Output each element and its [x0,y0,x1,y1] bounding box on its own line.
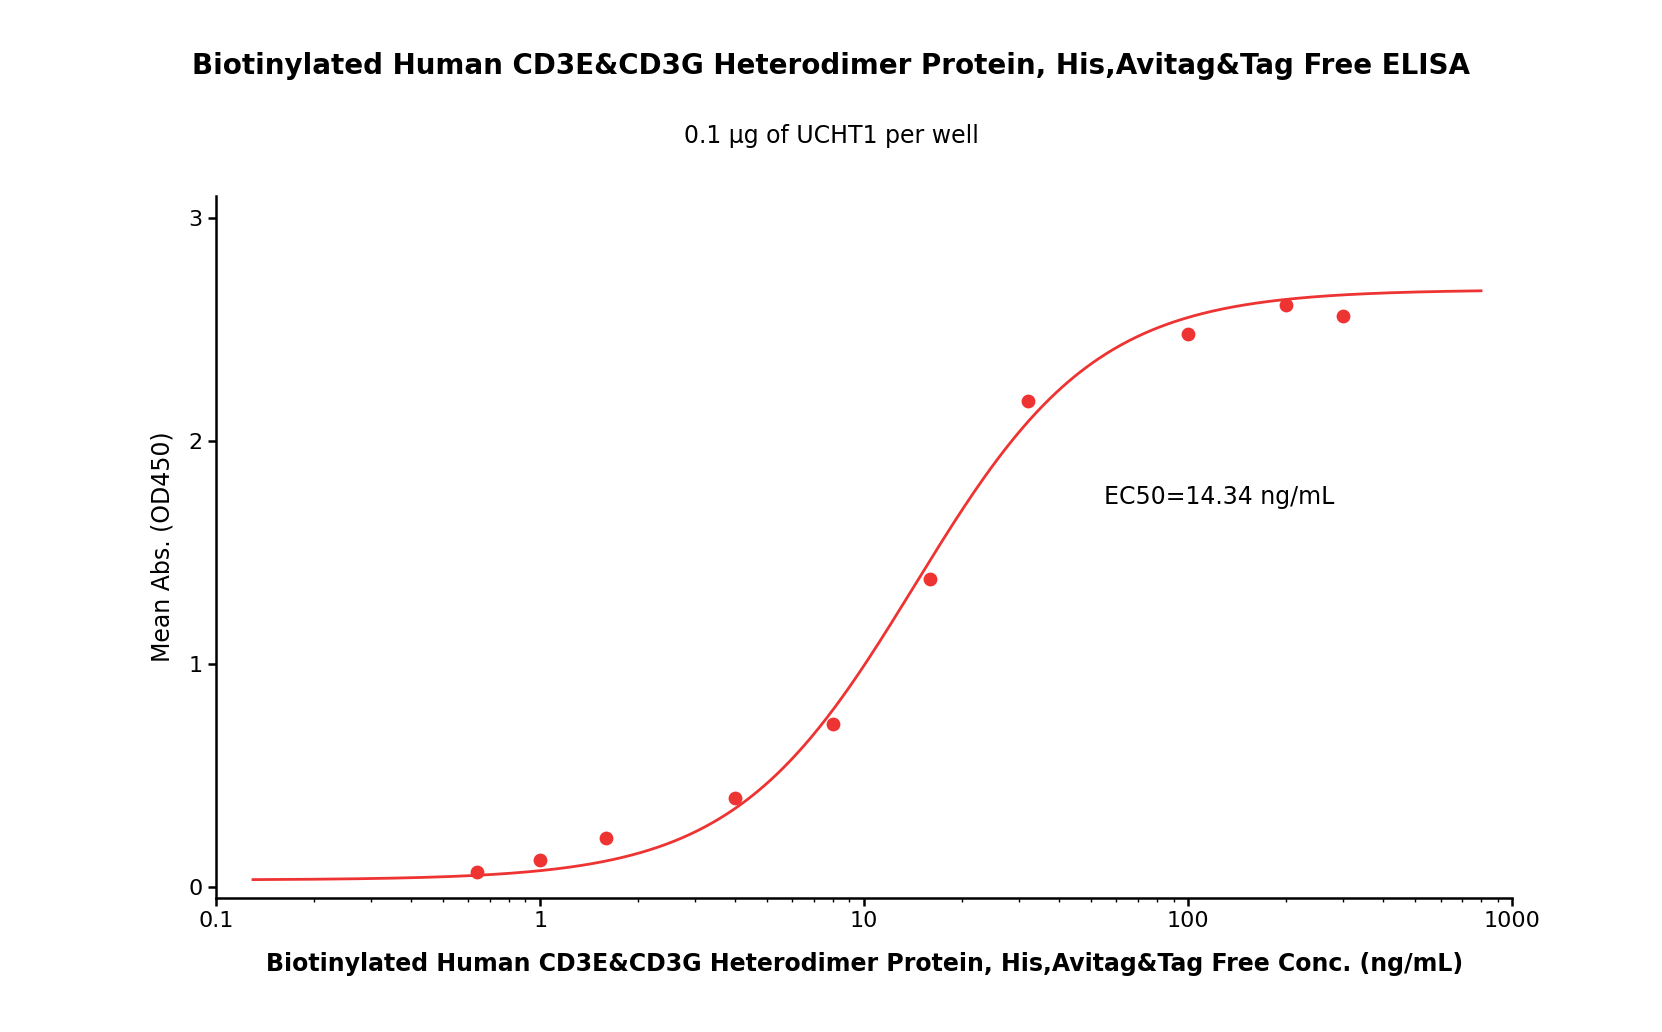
Text: 0.1 μg of UCHT1 per well: 0.1 μg of UCHT1 per well [683,124,979,148]
Text: EC50=14.34 ng/mL: EC50=14.34 ng/mL [1104,485,1335,509]
Text: Biotinylated Human CD3E&CD3G Heterodimer Protein, His,Avitag&Tag Free ELISA: Biotinylated Human CD3E&CD3G Heterodimer… [193,52,1469,79]
Point [721,789,748,806]
Point [593,830,620,846]
Point [917,571,944,587]
Point [1330,309,1356,325]
X-axis label: Biotinylated Human CD3E&CD3G Heterodimer Protein, His,Avitag&Tag Free Conc. (ng/: Biotinylated Human CD3E&CD3G Heterodimer… [266,952,1463,976]
Point [464,864,490,880]
Point [527,851,553,868]
Point [1273,297,1300,314]
Point [1015,393,1042,410]
Y-axis label: Mean Abs. (OD450): Mean Abs. (OD450) [151,431,175,663]
Point [819,716,846,733]
Point [1175,326,1202,343]
